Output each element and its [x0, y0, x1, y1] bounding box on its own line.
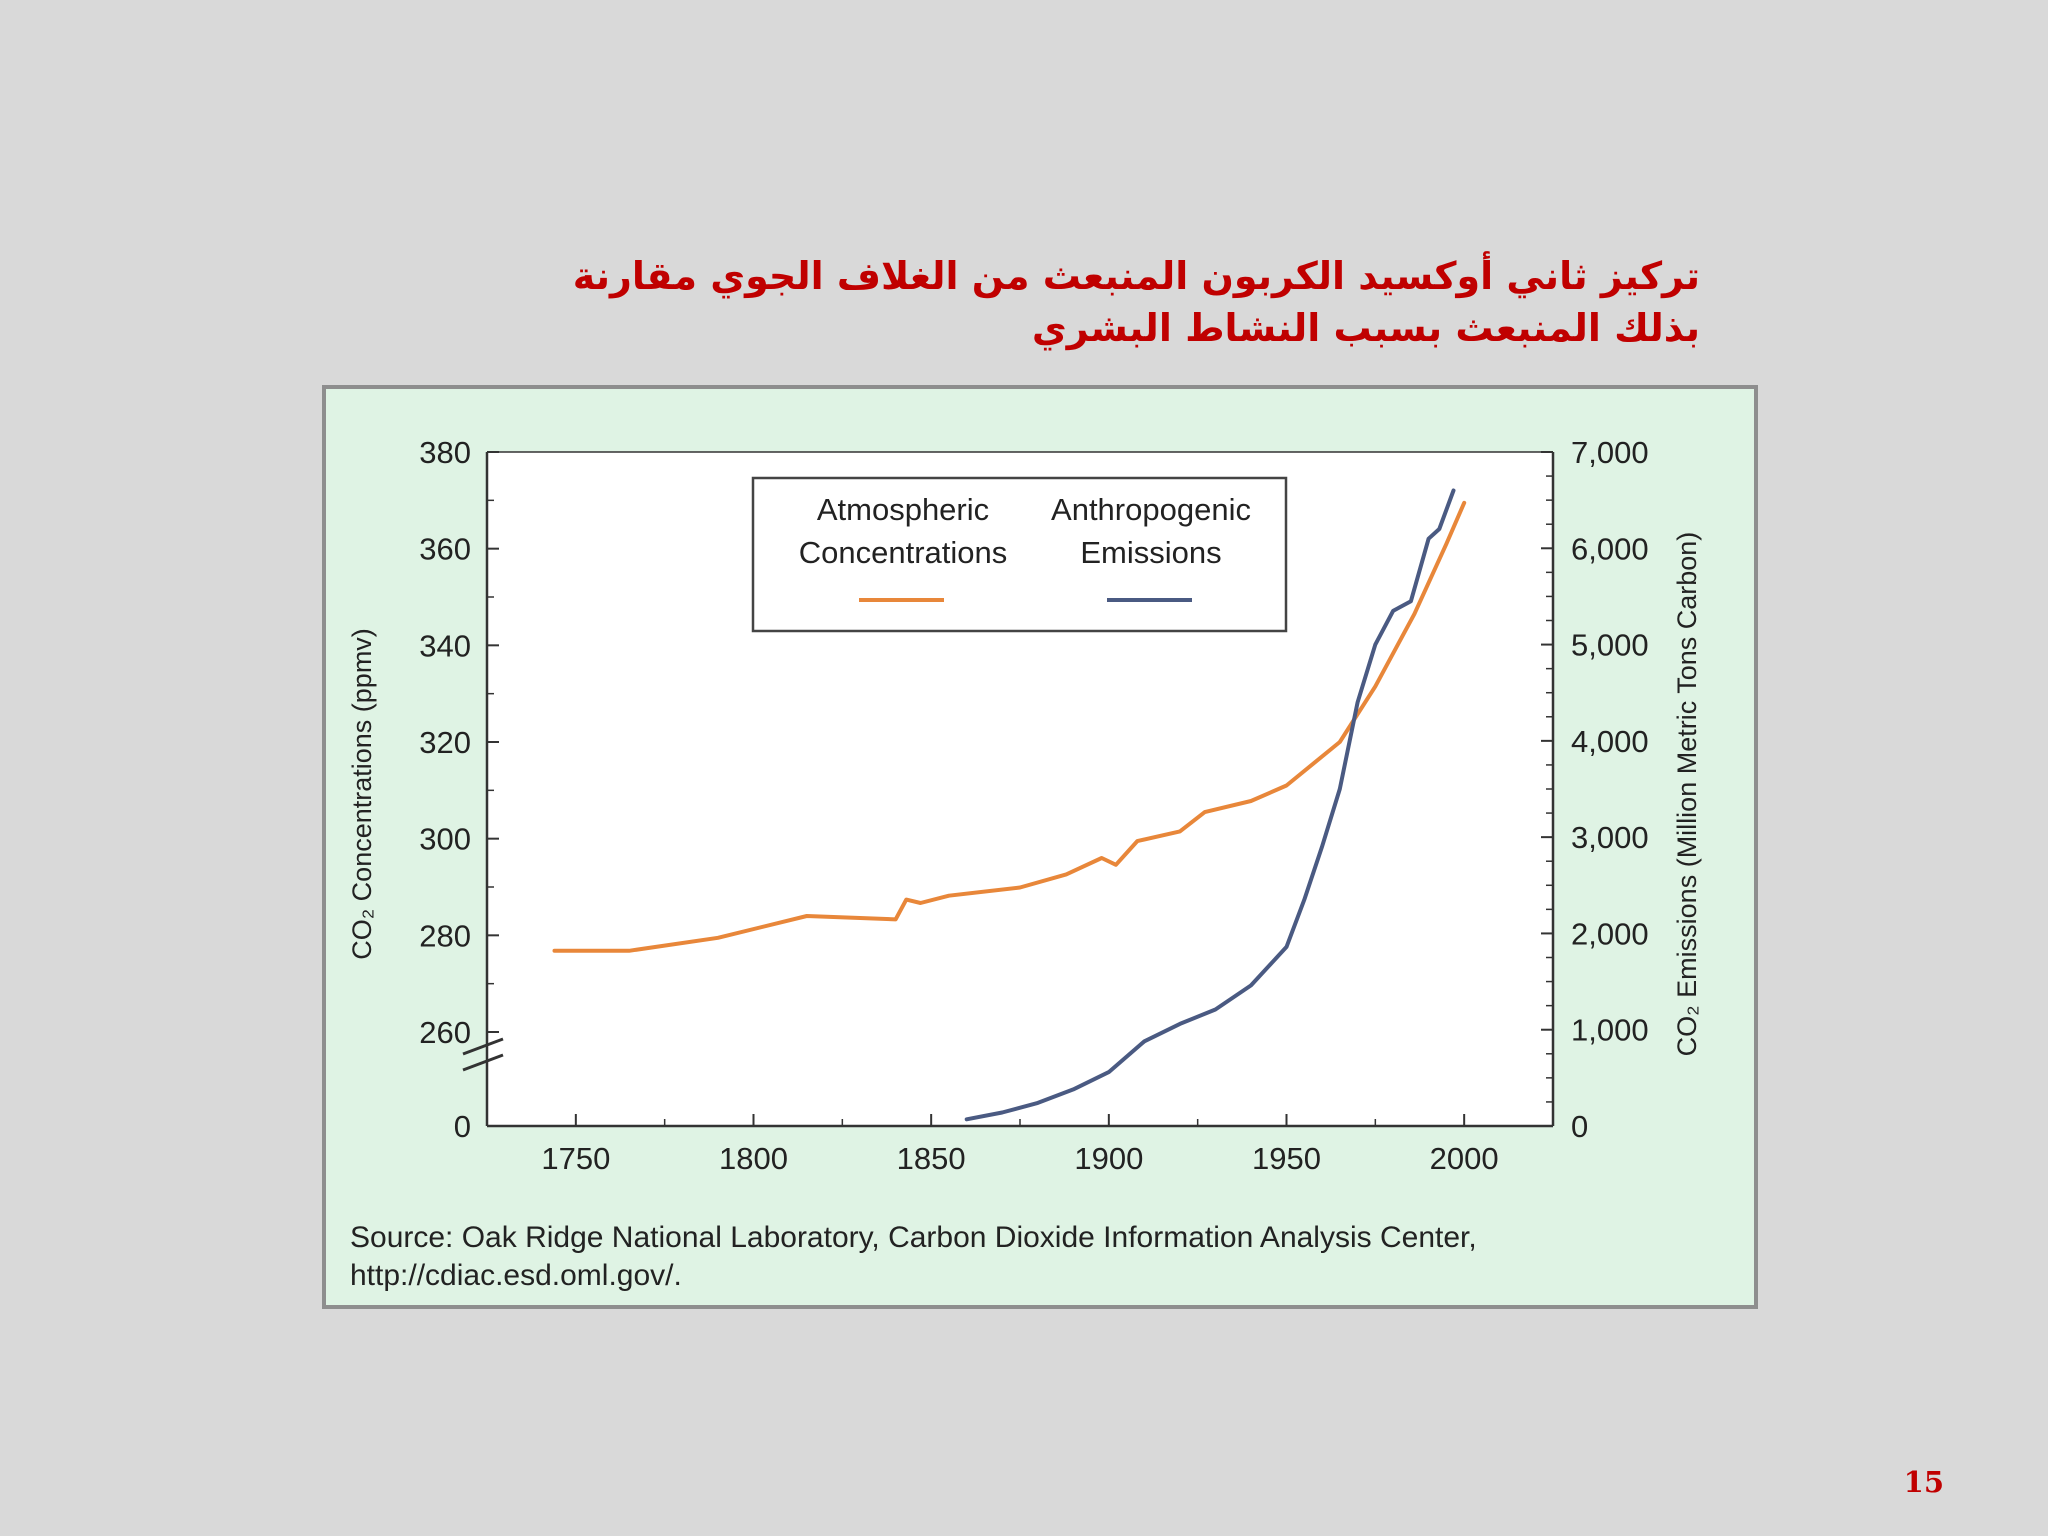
slide-title: تركيز ثاني أوكسيد الكربون المنبعث من الغ… — [330, 250, 1700, 354]
x-tick-label: 2000 — [1430, 1141, 1499, 1176]
co2-chart: 380 360 340 320 300 280 260 0 7,000 6,000 5,000 4,0… — [347, 435, 1702, 1176]
legend-label-concentrations-line-2: Concentrations — [799, 535, 1008, 570]
series-line-anthropogenic-emissions — [964, 488, 1456, 1122]
y-left-tick-label: 260 — [419, 1015, 471, 1050]
legend-label-emissions-line-1: Anthropogenic — [1051, 492, 1251, 527]
x-tick-label: 1750 — [541, 1141, 610, 1176]
source-line-1: Source: Oak Ridge National Laboratory, C… — [350, 1221, 1477, 1254]
axes-group: 380 360 340 320 300 280 260 0 7,000 6,000 5,000 4,0… — [419, 435, 1648, 1176]
axis-break-mark — [462, 1037, 504, 1056]
y-left-tick-label: 380 — [419, 435, 471, 470]
series-group — [552, 488, 1467, 1122]
y-right-tick-label: 5,000 — [1571, 628, 1649, 663]
x-tick-label: 1900 — [1074, 1141, 1143, 1176]
slide-title-line-1: تركيز ثاني أوكسيد الكربون المنبعث من الغ… — [572, 254, 1700, 298]
y-left-tick-label: 280 — [419, 918, 471, 953]
chart-panel: 380 360 340 320 300 280 260 0 7,000 6,000 5,000 4,0… — [322, 385, 1758, 1309]
page-number: 15 — [1903, 1465, 1944, 1499]
chart-legend: Atmospheric Concentrations Anthropogenic… — [751, 476, 1288, 633]
y-left-tick-label: 300 — [419, 822, 471, 857]
series-line-atmospheric-concentrations — [552, 500, 1467, 953]
x-tick-label: 1800 — [719, 1141, 788, 1176]
slide-title-line-2: بذلك المنبعث بسبب النشاط البشري — [1031, 306, 1700, 350]
x-tick-label: 1950 — [1252, 1141, 1321, 1176]
y-right-tick-label: 3,000 — [1571, 820, 1649, 855]
y-left-tick-label: 340 — [419, 628, 471, 663]
x-tick-label: 1850 — [897, 1141, 966, 1176]
y-right-tick-label: 4,000 — [1571, 724, 1649, 759]
source-note: Source: Oak Ridge National Laboratory, C… — [350, 1219, 1740, 1295]
axis-break-mark — [462, 1053, 504, 1072]
y-right-tick-label: 0 — [1571, 1109, 1588, 1144]
legend-label-concentrations-line-1: Atmospheric — [817, 492, 989, 527]
legend-box — [751, 476, 1288, 633]
y-right-tick-label: 1,000 — [1571, 1013, 1649, 1048]
y-right-tick-label: 7,000 — [1571, 435, 1649, 470]
y-left-tick-label: 360 — [419, 532, 471, 567]
y-axis-right-title: CO₂ Emissions (Million Metric Tons Carbo… — [1672, 532, 1702, 1057]
y-left-tick-label: 0 — [454, 1109, 471, 1144]
y-left-tick-label: 320 — [419, 725, 471, 760]
y-right-tick-label: 2,000 — [1571, 916, 1649, 951]
legend-label-emissions-line-2: Emissions — [1080, 535, 1221, 570]
source-line-2: http://cdiac.esd.oml.gov/. — [350, 1259, 682, 1292]
y-axis-left-title: CO₂ Concentrations (ppmv) — [347, 628, 377, 960]
y-right-tick-label: 6,000 — [1571, 531, 1649, 566]
